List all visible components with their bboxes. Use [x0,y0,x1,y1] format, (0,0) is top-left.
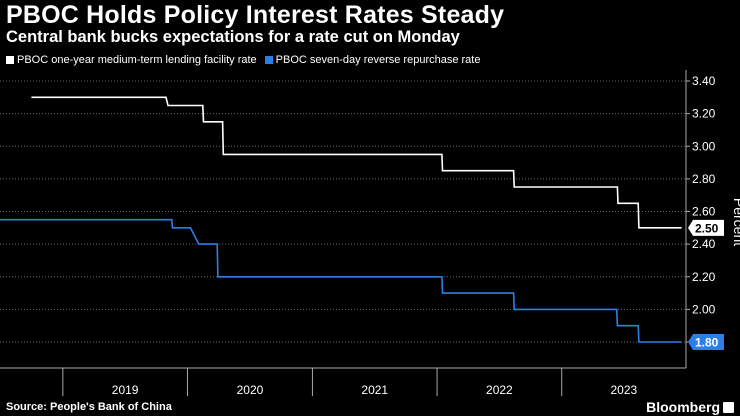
end-value-tag-bg [688,219,724,236]
x-tick-label: 2022 [486,383,513,397]
end-value-label: 2.50 [695,221,719,235]
end-value-tag-repo: 1.80 [688,334,724,350]
x-tick-label: 2023 [611,383,638,397]
end-value-tag-bg [688,334,724,350]
y-tick-label: 2.40 [692,237,716,251]
y-tick-label: 3.40 [692,74,716,88]
series-line-mlf [31,96,682,229]
x-tick-label: 2021 [361,383,388,397]
y-tick-label: 2.80 [692,172,716,186]
legend-label-mlf: PBOC one-year medium-term lending facili… [17,54,257,66]
y-tick-label: 3.20 [692,107,716,121]
label-layer: 2.50 1.80 [688,219,724,350]
legend-label-repo: PBOC seven-day reverse repurchase rate [275,54,481,66]
legend-item-repo: PBOC seven-day reverse repurchase rate [264,54,481,66]
series-layer [0,96,682,343]
legend-item-mlf: PBOC one-year medium-term lending facili… [6,54,257,66]
axis-layer: 1.80 2.00 2.20 2.40 2.60 2.80 3.00 3.20 3.40 2019… [0,70,740,397]
y-tick-label: 2.20 [692,270,716,284]
y-tick-label: 2.00 [692,302,716,316]
y-tick-label: 2.60 [692,205,716,219]
chart-legend: PBOC one-year medium-term lending facili… [6,54,488,66]
series-line-repo [0,218,682,343]
brand-logo: Bloomberg [646,399,720,415]
page-title: PBOC Holds Policy Interest Rates Steady [6,1,505,29]
end-value-tag-mlf: 2.50 [688,219,724,236]
grid-layer [0,80,686,343]
y-axis-title: Percent [731,198,740,246]
bloomberg-mark-icon [723,402,734,413]
y-tick-label: 3.00 [692,139,716,153]
end-value-label: 1.80 [695,336,719,350]
page-subtitle: Central bank bucks expectations for a ra… [6,28,460,46]
legend-swatch-mlf [6,56,14,64]
x-tick-label: 2019 [112,383,139,397]
x-tick-label: 2020 [237,383,264,397]
legend-swatch-repo [264,56,273,64]
source-note: Source: People's Bank of China [6,401,172,413]
